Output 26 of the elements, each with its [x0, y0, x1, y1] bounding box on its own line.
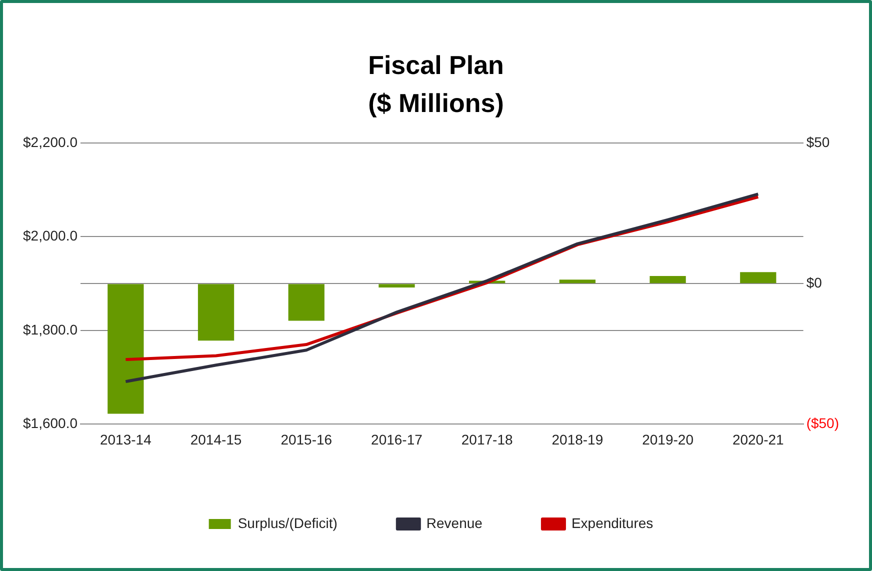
legend-label: Revenue	[426, 514, 483, 531]
x-tick-label: 2015-16	[280, 431, 332, 448]
x-tick-label: 2019-20	[642, 431, 694, 448]
chart-title: Fiscal Plan ($ Millions)	[367, 49, 505, 120]
y-tick-label: $1,800.0	[22, 321, 78, 338]
bar	[378, 284, 415, 288]
y2-tick-label: $0	[806, 274, 822, 290]
bar	[198, 284, 234, 341]
x-tick-label: 2018-19	[552, 431, 604, 448]
y2-tick-label: $50	[806, 134, 830, 150]
bar	[108, 284, 144, 414]
y2-tick-label: ($50)	[806, 415, 840, 432]
x-tick-label: 2013-14	[100, 431, 152, 448]
x-tick-label: 2017-18	[461, 431, 513, 448]
y-tick-label: $2,200.0	[22, 134, 78, 150]
y-tick-label: $2,000.0	[22, 228, 78, 244]
x-tick-label: 2016-17	[371, 431, 423, 448]
bar	[288, 284, 324, 321]
y-tick-label: $1,600.0	[22, 415, 78, 432]
legend-label: Surplus/(Deficit)	[238, 514, 338, 531]
bar	[650, 276, 686, 284]
bar	[740, 272, 776, 284]
x-tick-label: 2020-21	[732, 431, 784, 448]
legend-label: Expenditures	[571, 514, 654, 531]
x-tick-label: 2014-15	[190, 431, 242, 448]
bar	[559, 280, 596, 284]
